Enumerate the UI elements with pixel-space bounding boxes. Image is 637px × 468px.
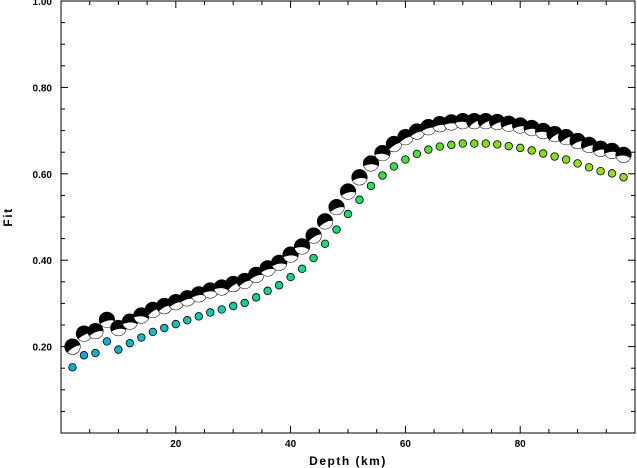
beachball-series — [64, 112, 632, 355]
data-point-dot — [424, 145, 433, 154]
y-tick-label: 1.00 — [33, 0, 53, 8]
data-point-dot — [79, 351, 89, 360]
data-point-dot — [584, 163, 594, 172]
data-point-dot — [481, 139, 490, 148]
data-point-dot — [366, 181, 376, 191]
data-point-dot — [401, 155, 410, 164]
data-point-beachball — [305, 227, 322, 244]
data-point-dot — [240, 298, 249, 308]
data-point-beachball — [339, 183, 357, 200]
data-point-dot — [619, 173, 628, 182]
y-tick-label: 0.20 — [33, 343, 53, 354]
y-tick-label: 0.80 — [33, 83, 53, 94]
data-point-dot — [447, 140, 456, 150]
data-point-dot — [228, 301, 238, 311]
data-point-dot — [102, 337, 112, 346]
data-point-beachball — [351, 169, 368, 186]
data-point-dot — [332, 225, 341, 234]
x-tick-label: 20 — [170, 439, 182, 450]
data-point-dot — [355, 195, 364, 204]
data-point-beachball — [271, 254, 288, 271]
data-point-beachball — [282, 246, 299, 263]
y-tick-label: 0.40 — [33, 256, 53, 267]
dot-series — [68, 139, 628, 372]
x-axis: 20 40 60 80 — [89, 1, 607, 450]
data-point-dot — [251, 293, 261, 302]
y-tick-label: 0.60 — [33, 170, 53, 181]
data-point-dot — [378, 171, 387, 180]
data-point-dot — [538, 149, 548, 158]
data-point-beachball — [374, 144, 391, 162]
data-point-beachball — [98, 311, 116, 328]
data-point-beachball — [431, 116, 448, 133]
data-point-dot — [561, 155, 571, 164]
data-point-dot — [550, 152, 559, 161]
data-point-dot — [493, 140, 502, 149]
data-point-dot — [435, 142, 445, 151]
data-point-dot — [274, 281, 284, 290]
data-point-dot — [309, 253, 318, 263]
data-point-dot — [114, 345, 123, 354]
x-tick-label: 80 — [515, 439, 527, 450]
x-axis-label: Depth (km) — [309, 454, 387, 468]
data-point-beachball — [293, 238, 311, 255]
data-point-dot — [68, 363, 77, 372]
data-point-dot — [527, 146, 536, 155]
data-point-dot — [148, 327, 158, 337]
data-point-beachball — [64, 338, 81, 355]
data-point-dot — [160, 323, 169, 333]
data-point-dot — [389, 162, 399, 171]
data-point-dot — [206, 308, 215, 317]
y-axis: 0.20 0.40 0.60 0.80 1.00 — [33, 0, 635, 412]
data-point-beachball — [87, 322, 104, 340]
data-point-dot — [125, 338, 135, 348]
data-point-dot — [217, 305, 226, 314]
data-point-dot — [412, 149, 422, 159]
data-point-beachball — [603, 142, 621, 160]
data-point-dot — [137, 333, 146, 342]
x-tick-label: 40 — [285, 439, 297, 450]
data-point-dot — [343, 209, 353, 219]
data-point-dot — [573, 159, 582, 168]
data-point-dot — [320, 239, 330, 248]
data-point-dot — [297, 264, 307, 274]
data-point-dot — [470, 139, 479, 148]
data-point-dot — [458, 139, 467, 148]
data-point-dot — [504, 141, 513, 151]
data-point-dot — [91, 348, 100, 358]
data-point-dot — [516, 143, 525, 153]
data-point-dot — [263, 286, 272, 296]
data-point-beachball — [362, 155, 380, 172]
data-point-dot — [171, 319, 180, 329]
x-tick-label: 60 — [400, 439, 412, 450]
data-point-dot — [607, 169, 617, 178]
data-point-dot — [286, 272, 295, 282]
data-point-beachball — [328, 198, 345, 216]
data-point-beachball — [385, 135, 403, 153]
data-point-beachball — [615, 146, 632, 163]
data-point-dot — [183, 316, 192, 325]
y-axis-label: Fit — [1, 207, 15, 226]
data-point-dot — [194, 312, 203, 321]
data-point-beachball — [316, 213, 334, 230]
data-point-dot — [596, 167, 605, 176]
